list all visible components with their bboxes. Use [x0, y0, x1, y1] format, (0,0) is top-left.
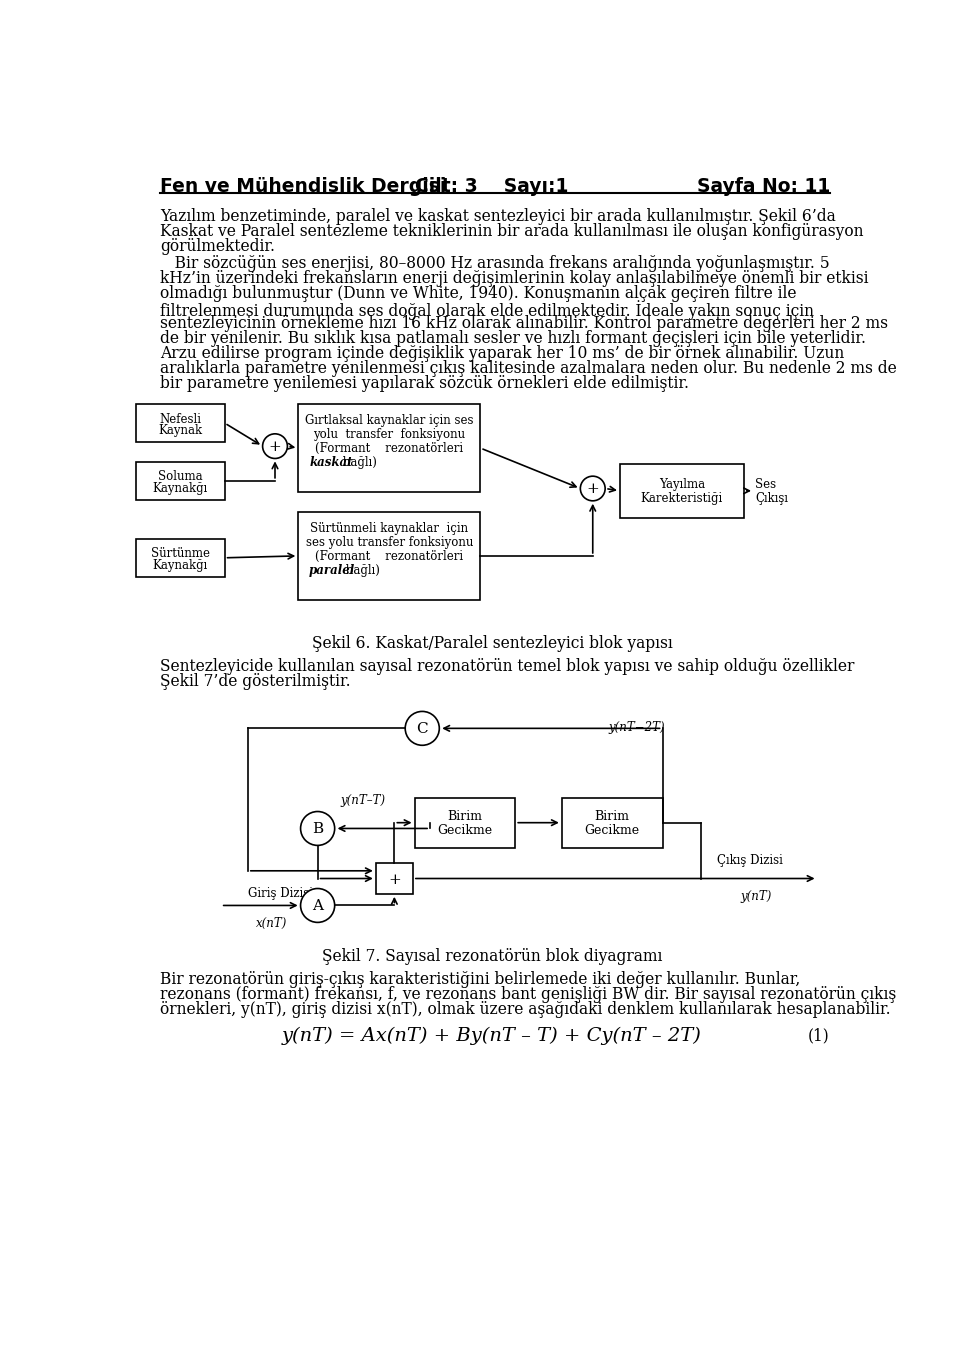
Text: rezonans (formant) frekansı, f, ve rezonans bant genişliği BW dir. Bir sayısal r: rezonans (formant) frekansı, f, ve rezon…	[160, 985, 897, 1003]
Bar	[375, 863, 413, 894]
Text: A: A	[312, 900, 324, 913]
Text: +: +	[388, 874, 400, 887]
Text: +: +	[587, 483, 599, 496]
Text: yolu  transfer  fonksiyonu: yolu transfer fonksiyonu	[313, 428, 466, 442]
Text: Yazılım benzetiminde, paralel ve kaskat sentezleyici bir arada kullanılmıştır. Ş: Yazılım benzetiminde, paralel ve kaskat …	[160, 209, 836, 225]
Text: y(nT−2T): y(nT−2T)	[609, 721, 665, 733]
Text: Karekteristiği: Karekteristiği	[640, 492, 723, 506]
Text: y(nT–T): y(nT–T)	[341, 793, 386, 807]
Text: kHz’in üzerindeki frekansların enerji değişimlerinin kolay anlaşılabilmeye öneml: kHz’in üzerindeki frekansların enerji de…	[160, 270, 869, 286]
Bar	[299, 403, 480, 492]
Text: Soluma: Soluma	[157, 470, 203, 484]
Text: (Formant    rezonatörleri: (Formant rezonatörleri	[315, 442, 464, 455]
Text: Nefesli: Nefesli	[159, 413, 201, 425]
Text: Birim: Birim	[594, 810, 630, 823]
Text: Kaynakğı: Kaynakğı	[153, 559, 207, 572]
Text: y(nT) = Ax(nT) + By(nT – T) + Cy(nT – 2T): y(nT) = Ax(nT) + By(nT – T) + Cy(nT – 2T…	[282, 1028, 702, 1045]
Text: Kaskat ve Paralel sentezleme tekniklerinin bir arada kullanılması ile oluşan kon: Kaskat ve Paralel sentezleme tekniklerin…	[160, 224, 864, 240]
Text: de bir yenilenir. Bu sıklık kısa patlamalı sesler ve hızlı formant geçişleri içi: de bir yenilenir. Bu sıklık kısa patlama…	[160, 330, 866, 346]
Text: aralıklarla parametre yenilenmesi çıkış kalitesinde azalmalara neden olur. Bu ne: aralıklarla parametre yenilenmesi çıkış …	[160, 360, 897, 378]
Text: Sürtünmeli kaynaklar  için: Sürtünmeli kaynaklar için	[310, 522, 468, 536]
Text: paralel: paralel	[309, 564, 355, 577]
Circle shape	[300, 811, 335, 845]
Text: bağlı): bağlı)	[339, 455, 376, 469]
Circle shape	[300, 889, 335, 923]
Text: bağlı): bağlı)	[342, 564, 379, 577]
Bar	[135, 462, 225, 500]
Text: ses yolu transfer fonksiyonu: ses yolu transfer fonksiyonu	[305, 536, 473, 549]
Text: Arzu edilirse program içinde değişiklik yaparak her 10 ms’ de bir örnek alınabil: Arzu edilirse program içinde değişiklik …	[160, 345, 845, 363]
Text: Bir sözcüğün ses enerjisi, 80–8000 Hz arasında frekans aralığında yoğunlaşmıştır: Bir sözcüğün ses enerjisi, 80–8000 Hz ar…	[160, 255, 830, 271]
Text: +: +	[269, 440, 281, 454]
Bar	[135, 403, 225, 443]
Text: olmadığı bulunmuştur (Dunn ve White, 1940). Konuşmanın alçak geçiren filtre ile: olmadığı bulunmuştur (Dunn ve White, 194…	[160, 285, 797, 301]
Bar	[415, 797, 516, 848]
Text: Giriş Dizisi: Giriş Dizisi	[248, 887, 313, 901]
Text: (Formant    rezonatörleri: (Formant rezonatörleri	[315, 549, 464, 563]
Text: kaskat: kaskat	[309, 455, 352, 469]
Text: Bir rezonatörün giriş-çıkış karakteristiğini belirlemede iki değer kullanılır. B: Bir rezonatörün giriş-çıkış karakteristi…	[160, 970, 801, 988]
Text: Çıkış Dizisi: Çıkış Dizisi	[717, 855, 782, 867]
Text: Gecikme: Gecikme	[585, 823, 639, 837]
Text: Kaynak: Kaynak	[158, 424, 203, 438]
Text: Yayılma: Yayılma	[659, 478, 705, 491]
Text: Sentezleyicide kullanılan sayısal rezonatörün temel blok yapısı ve sahip olduğu : Sentezleyicide kullanılan sayısal rezona…	[160, 657, 854, 675]
Text: Ses: Ses	[756, 478, 777, 491]
Text: Fen ve Mühendislik Dergisi: Fen ve Mühendislik Dergisi	[160, 177, 446, 196]
Text: B: B	[312, 822, 324, 837]
Text: Sayfa No: 11: Sayfa No: 11	[697, 177, 829, 196]
Circle shape	[263, 433, 287, 458]
Text: x(nT): x(nT)	[255, 917, 287, 930]
Bar	[135, 538, 225, 577]
Text: Şekil 6. Kaskat/Paralel sentezleyici blok yapısı: Şekil 6. Kaskat/Paralel sentezleyici blo…	[312, 635, 672, 652]
Text: Sürtünme: Sürtünme	[151, 548, 209, 560]
Bar	[620, 463, 744, 518]
Circle shape	[405, 711, 440, 746]
Text: (1): (1)	[808, 1028, 829, 1044]
Text: C: C	[417, 722, 428, 736]
Text: Birim: Birim	[447, 810, 482, 823]
Text: Şekil 7. Sayısal rezonatörün blok diyagramı: Şekil 7. Sayısal rezonatörün blok diyagr…	[322, 947, 662, 965]
Text: sentezleyicinin örnekleme hızı 16 kHz olarak alınabilir. Kontrol parametre değer: sentezleyicinin örnekleme hızı 16 kHz ol…	[160, 315, 888, 331]
Circle shape	[581, 476, 605, 500]
Text: Gırtlaksal kaynaklar için ses: Gırtlaksal kaynaklar için ses	[305, 414, 473, 427]
Text: örnekleri, y(nT), giriş dizisi x(nT), olmak üzere aşağıdaki denklem kullanılarak: örnekleri, y(nT), giriş dizisi x(nT), ol…	[160, 1000, 891, 1018]
Text: Cilt: 3    Sayı:1: Cilt: 3 Sayı:1	[416, 177, 568, 196]
Text: y(nT): y(nT)	[740, 890, 772, 904]
Text: görülmektedir.: görülmektedir.	[160, 239, 276, 255]
Text: Gecikme: Gecikme	[438, 823, 492, 837]
Bar	[299, 511, 480, 600]
Text: Çıkışı: Çıkışı	[756, 492, 788, 506]
Text: bir parametre yenilemesi yapılarak sözcük örnekleri elde edilmiştir.: bir parametre yenilemesi yapılarak sözcü…	[160, 375, 689, 393]
Text: filtrelenmesi durumunda ses doğal olarak elde edilmektedir. İdeale yakın sonuç i: filtrelenmesi durumunda ses doğal olarak…	[160, 300, 814, 320]
Text: Kaynakğı: Kaynakğı	[153, 483, 207, 495]
Bar	[562, 797, 662, 848]
Text: Şekil 7’de gösterilmiştir.: Şekil 7’de gösterilmiştir.	[160, 672, 351, 690]
